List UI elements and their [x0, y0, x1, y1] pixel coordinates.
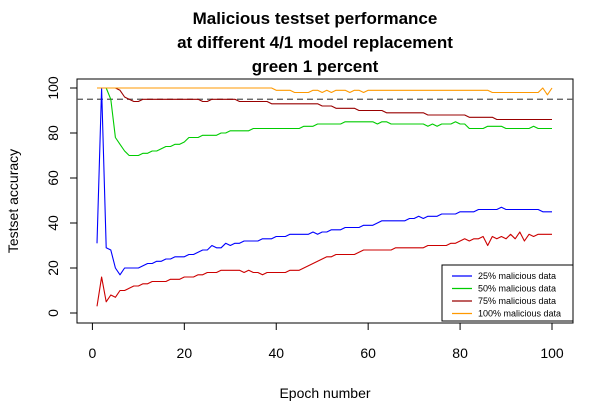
chart-title-line-3: green 1 percent [252, 57, 379, 76]
series-line-5 [97, 87, 553, 96]
chart-title-line-1: Malicious testset performance [193, 9, 438, 28]
legend-label: 75% malicious data [478, 296, 556, 306]
y-axis: 0 20 40 60 80 100 [45, 76, 77, 317]
x-tick-label: 60 [360, 345, 376, 361]
y-tick-label: 0 [45, 309, 61, 317]
x-axis: 0 20 40 60 80 100 [89, 322, 564, 361]
x-axis-label: Epoch number [279, 385, 370, 401]
legend: 25% malicious data 50% malicious data 75% … [441, 264, 574, 322]
chart-title-line-2: at different 4/1 model replacement [177, 33, 453, 52]
y-axis-label: Testset accuracy [5, 149, 21, 253]
y-tick-label: 80 [45, 125, 61, 141]
series-line-4 [97, 87, 552, 121]
legend-box [441, 264, 574, 322]
x-tick-label: 40 [268, 345, 284, 361]
series-line-1 [96, 87, 552, 276]
x-tick-label: 80 [452, 345, 468, 361]
legend-label: 25% malicious data [478, 271, 556, 281]
y-tick-label: 60 [45, 170, 61, 186]
x-tick-label: 0 [89, 345, 97, 361]
legend-label: 50% malicious data [478, 284, 556, 294]
series-line-2 [97, 87, 552, 157]
y-tick-label: 40 [45, 215, 61, 231]
y-tick-label: 100 [45, 76, 61, 100]
series-group [96, 87, 553, 307]
x-tick-label: 20 [177, 345, 193, 361]
y-tick-label: 20 [45, 260, 61, 276]
series-line-3 [96, 231, 552, 307]
legend-label: 100% malicious data [478, 309, 561, 319]
x-tick-label: 100 [540, 345, 564, 361]
